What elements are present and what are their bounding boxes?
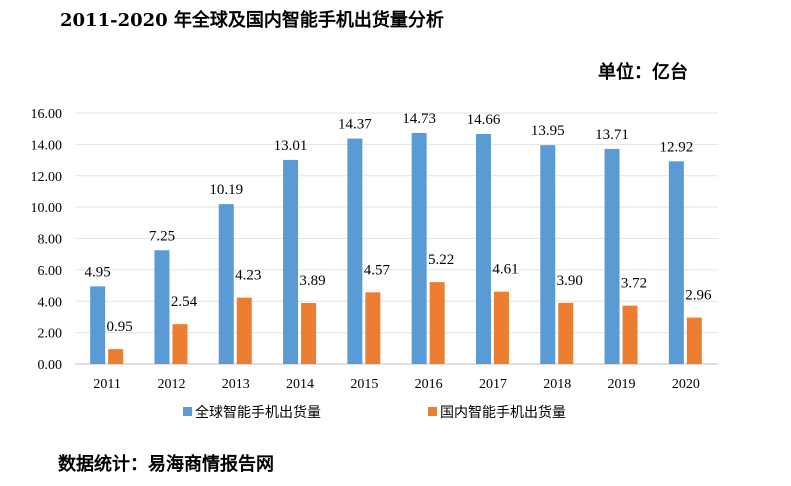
x-tick-label: 2012 bbox=[157, 377, 185, 392]
data-label: 13.01 bbox=[274, 138, 308, 154]
data-label: 7.25 bbox=[149, 228, 175, 244]
x-tick-label: 2016 bbox=[415, 377, 443, 392]
data-label: 4.57 bbox=[364, 262, 391, 278]
x-tick-label: 2014 bbox=[286, 377, 314, 392]
x-tick-label: 2020 bbox=[672, 377, 700, 392]
data-label: 4.61 bbox=[492, 262, 518, 278]
y-tick-label: 8.00 bbox=[38, 233, 63, 248]
y-tick-label: 4.00 bbox=[38, 295, 63, 310]
x-tick-label: 2017 bbox=[479, 377, 507, 392]
legend-swatch bbox=[183, 407, 192, 416]
bar-domestic bbox=[172, 324, 188, 364]
data-label: 4.23 bbox=[235, 268, 261, 284]
bar-global bbox=[604, 148, 620, 364]
data-label: 14.37 bbox=[338, 117, 372, 133]
legend-label: 国内智能手机出货量 bbox=[440, 404, 566, 421]
chart-title: 2011-2020 年全球及国内智能手机出货量分析 bbox=[60, 10, 444, 31]
data-label: 12.92 bbox=[659, 139, 693, 155]
bar-domestic bbox=[493, 291, 509, 364]
legend-label: 全球智能手机出货量 bbox=[195, 404, 321, 421]
bar-domestic bbox=[686, 317, 702, 364]
data-label: 5.22 bbox=[428, 252, 454, 268]
bar-domestic bbox=[558, 302, 574, 364]
data-label: 14.66 bbox=[467, 112, 501, 128]
bar-domestic bbox=[108, 349, 124, 364]
data-label: 13.95 bbox=[531, 123, 565, 139]
data-label: 0.95 bbox=[107, 319, 133, 335]
x-tick-label: 2015 bbox=[350, 377, 378, 392]
y-tick-label: 14.00 bbox=[31, 138, 63, 153]
x-tick-label: 2013 bbox=[222, 377, 250, 392]
data-label: 14.73 bbox=[402, 111, 436, 127]
y-tick-label: 10.00 bbox=[31, 201, 63, 216]
data-label: 3.89 bbox=[299, 273, 325, 289]
data-label: 3.72 bbox=[621, 276, 647, 292]
y-tick-label: 6.00 bbox=[38, 264, 63, 279]
y-tick-label: 2.00 bbox=[38, 327, 63, 342]
bar-global bbox=[347, 138, 363, 364]
bar-global bbox=[475, 134, 491, 364]
bar-global bbox=[540, 145, 556, 364]
y-tick-label: 12.00 bbox=[31, 170, 63, 185]
bar-global bbox=[411, 132, 427, 364]
data-label: 2.54 bbox=[171, 294, 198, 310]
source-note: 数据统计：易海商情报告网 bbox=[58, 454, 274, 475]
bar-domestic bbox=[236, 297, 252, 364]
y-tick-label: 16.00 bbox=[31, 107, 63, 122]
bar-domestic bbox=[429, 282, 445, 364]
x-tick-label: 2019 bbox=[608, 377, 636, 392]
data-label: 2.96 bbox=[685, 288, 712, 304]
legend-swatch bbox=[428, 407, 437, 416]
bar-domestic bbox=[301, 302, 317, 364]
data-label: 3.90 bbox=[557, 273, 583, 289]
x-tick-label: 2018 bbox=[543, 377, 571, 392]
bar-global bbox=[90, 286, 106, 364]
data-label: 10.19 bbox=[209, 182, 243, 198]
data-label: 13.71 bbox=[595, 127, 629, 143]
y-tick-label: 0.00 bbox=[38, 358, 63, 373]
x-tick-label: 2011 bbox=[93, 377, 120, 392]
data-label: 4.95 bbox=[85, 264, 111, 280]
bar-domestic bbox=[622, 305, 638, 364]
bar-domestic bbox=[365, 292, 381, 364]
unit-label: 单位：亿台 bbox=[598, 62, 688, 83]
bar-global bbox=[283, 159, 299, 364]
bar-global bbox=[668, 161, 684, 364]
bar-global bbox=[218, 204, 234, 364]
bar-global bbox=[154, 250, 170, 364]
